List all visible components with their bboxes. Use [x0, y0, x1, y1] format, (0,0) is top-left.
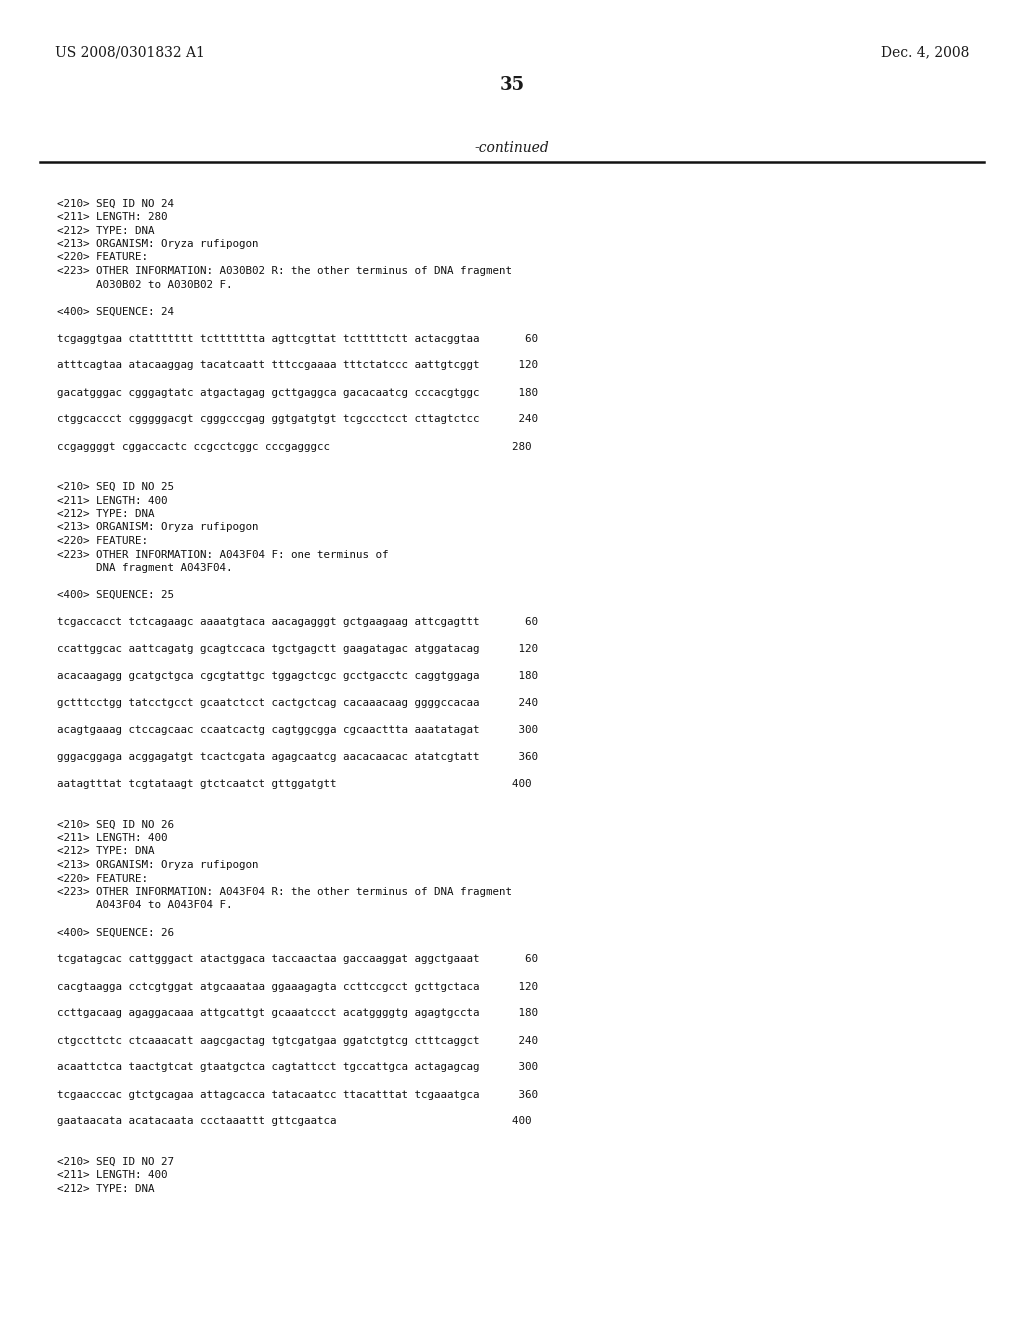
Text: <213> ORGANISM: Oryza rufipogon: <213> ORGANISM: Oryza rufipogon [57, 861, 258, 870]
Text: -continued: -continued [475, 141, 549, 154]
Text: <211> LENGTH: 400: <211> LENGTH: 400 [57, 495, 168, 506]
Text: <223> OTHER INFORMATION: A030B02 R: the other terminus of DNA fragment: <223> OTHER INFORMATION: A030B02 R: the … [57, 267, 512, 276]
Text: <211> LENGTH: 400: <211> LENGTH: 400 [57, 1171, 168, 1180]
Text: <400> SEQUENCE: 26: <400> SEQUENCE: 26 [57, 928, 174, 937]
Text: gacatgggac cgggagtatc atgactagag gcttgaggca gacacaatcg cccacgtggc      180: gacatgggac cgggagtatc atgactagag gcttgag… [57, 388, 538, 397]
Text: DNA fragment A043F04.: DNA fragment A043F04. [57, 564, 232, 573]
Text: ccgaggggt cggaccactc ccgcctcggc cccgagggcc                            280: ccgaggggt cggaccactc ccgcctcggc cccgaggg… [57, 441, 531, 451]
Text: <212> TYPE: DNA: <212> TYPE: DNA [57, 510, 155, 519]
Text: <210> SEQ ID NO 24: <210> SEQ ID NO 24 [57, 198, 174, 209]
Text: acagtgaaag ctccagcaac ccaatcactg cagtggcgga cgcaacttta aaatatagat      300: acagtgaaag ctccagcaac ccaatcactg cagtggc… [57, 725, 538, 735]
Text: acacaagagg gcatgctgca cgcgtattgc tggagctcgc gcctgacctc caggtggaga      180: acacaagagg gcatgctgca cgcgtattgc tggagct… [57, 671, 538, 681]
Text: ctggcaccct cgggggacgt cgggcccgag ggtgatgtgt tcgccctcct cttagtctcc      240: ctggcaccct cgggggacgt cgggcccgag ggtgatg… [57, 414, 538, 425]
Text: <220> FEATURE:: <220> FEATURE: [57, 252, 148, 263]
Text: cacgtaagga cctcgtggat atgcaaataa ggaaagagta ccttccgcct gcttgctaca      120: cacgtaagga cctcgtggat atgcaaataa ggaaaga… [57, 982, 538, 991]
Text: <223> OTHER INFORMATION: A043F04 F: one terminus of: <223> OTHER INFORMATION: A043F04 F: one … [57, 549, 388, 560]
Text: A043F04 to A043F04 F.: A043F04 to A043F04 F. [57, 900, 232, 911]
Text: Dec. 4, 2008: Dec. 4, 2008 [881, 45, 969, 59]
Text: A030B02 to A030B02 F.: A030B02 to A030B02 F. [57, 280, 232, 289]
Text: <212> TYPE: DNA: <212> TYPE: DNA [57, 846, 155, 857]
Text: acaattctca taactgtcat gtaatgctca cagtattcct tgccattgca actagagcag      300: acaattctca taactgtcat gtaatgctca cagtatt… [57, 1063, 538, 1072]
Text: <400> SEQUENCE: 25: <400> SEQUENCE: 25 [57, 590, 174, 601]
Text: <220> FEATURE:: <220> FEATURE: [57, 874, 148, 883]
Text: <400> SEQUENCE: 24: <400> SEQUENCE: 24 [57, 306, 174, 317]
Text: tcgaccacct tctcagaagc aaaatgtaca aacagagggt gctgaagaag attcgagttt       60: tcgaccacct tctcagaagc aaaatgtaca aacagag… [57, 616, 538, 627]
Text: tcgaacccac gtctgcagaa attagcacca tatacaatcc ttacatttat tcgaaatgca      360: tcgaacccac gtctgcagaa attagcacca tatacaa… [57, 1089, 538, 1100]
Text: <223> OTHER INFORMATION: A043F04 R: the other terminus of DNA fragment: <223> OTHER INFORMATION: A043F04 R: the … [57, 887, 512, 898]
Text: <210> SEQ ID NO 27: <210> SEQ ID NO 27 [57, 1158, 174, 1167]
Text: ctgccttctc ctcaaacatt aagcgactag tgtcgatgaa ggatctgtcg ctttcaggct      240: ctgccttctc ctcaaacatt aagcgactag tgtcgat… [57, 1035, 538, 1045]
Text: <210> SEQ ID NO 25: <210> SEQ ID NO 25 [57, 482, 174, 492]
Text: <211> LENGTH: 280: <211> LENGTH: 280 [57, 213, 168, 222]
Text: <210> SEQ ID NO 26: <210> SEQ ID NO 26 [57, 820, 174, 829]
Text: tcgaggtgaa ctattttttt tcttttttta agttcgttat tctttttctt actacggtaa       60: tcgaggtgaa ctattttttt tcttttttta agttcgt… [57, 334, 538, 343]
Text: ccttgacaag agaggacaaa attgcattgt gcaaatccct acatggggtg agagtgccta      180: ccttgacaag agaggacaaa attgcattgt gcaaatc… [57, 1008, 538, 1019]
Text: <213> ORGANISM: Oryza rufipogon: <213> ORGANISM: Oryza rufipogon [57, 239, 258, 249]
Text: <213> ORGANISM: Oryza rufipogon: <213> ORGANISM: Oryza rufipogon [57, 523, 258, 532]
Text: gctttcctgg tatcctgcct gcaatctcct cactgctcag cacaaacaag ggggccacaa      240: gctttcctgg tatcctgcct gcaatctcct cactgct… [57, 698, 538, 708]
Text: 35: 35 [500, 77, 524, 94]
Text: gggacggaga acggagatgt tcactcgata agagcaatcg aacacaacac atatcgtatt      360: gggacggaga acggagatgt tcactcgata agagcaa… [57, 752, 538, 762]
Text: <212> TYPE: DNA: <212> TYPE: DNA [57, 1184, 155, 1195]
Text: atttcagtaa atacaaggag tacatcaatt tttccgaaaa tttctatccc aattgtcggt      120: atttcagtaa atacaaggag tacatcaatt tttccga… [57, 360, 538, 371]
Text: gaataacata acatacaata ccctaaattt gttcgaatca                           400: gaataacata acatacaata ccctaaattt gttcgaa… [57, 1117, 531, 1126]
Text: tcgatagcac cattgggact atactggaca taccaactaa gaccaaggat aggctgaaat       60: tcgatagcac cattgggact atactggaca taccaac… [57, 954, 538, 965]
Text: aatagtttat tcgtataagt gtctcaatct gttggatgtt                           400: aatagtttat tcgtataagt gtctcaatct gttggat… [57, 779, 531, 789]
Text: ccattggcac aattcagatg gcagtccaca tgctgagctt gaagatagac atggatacag      120: ccattggcac aattcagatg gcagtccaca tgctgag… [57, 644, 538, 653]
Text: US 2008/0301832 A1: US 2008/0301832 A1 [55, 45, 205, 59]
Text: <212> TYPE: DNA: <212> TYPE: DNA [57, 226, 155, 235]
Text: <211> LENGTH: 400: <211> LENGTH: 400 [57, 833, 168, 843]
Text: <220> FEATURE:: <220> FEATURE: [57, 536, 148, 546]
